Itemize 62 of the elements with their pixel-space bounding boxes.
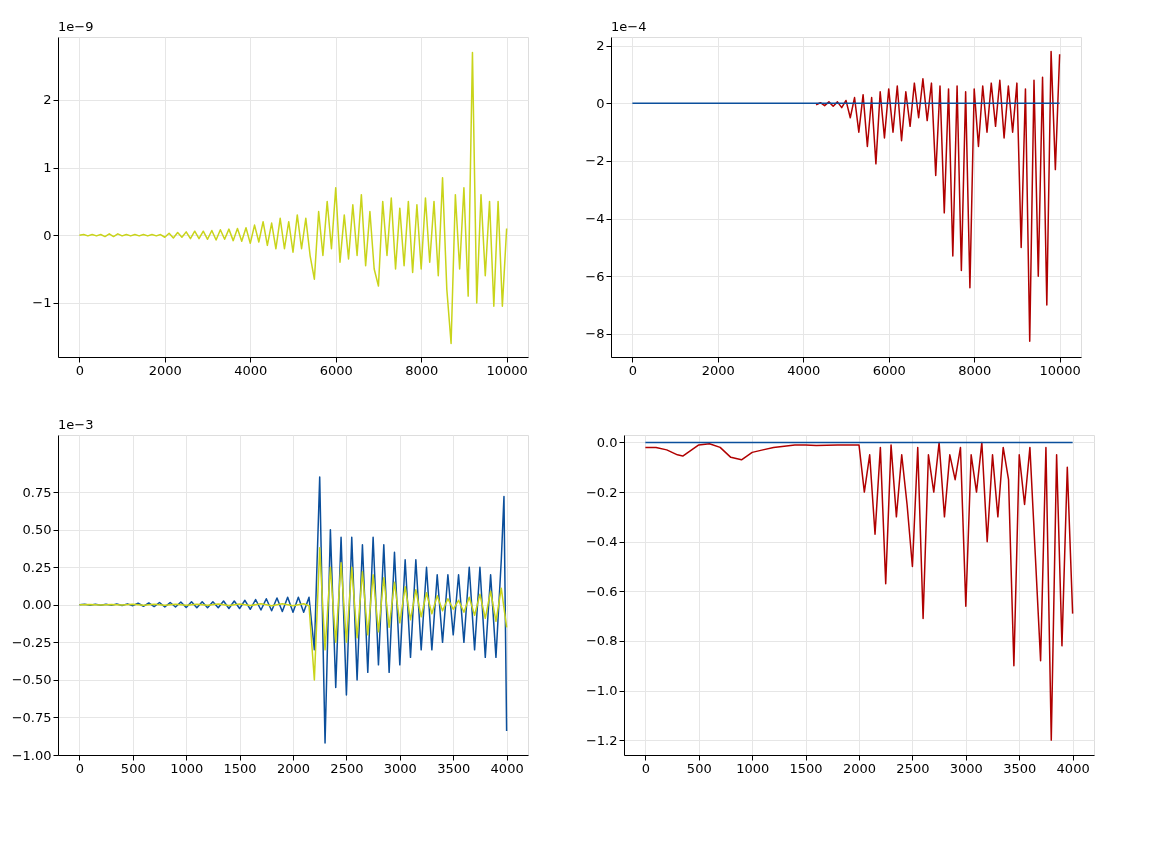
- x-tick-label: 3500: [1003, 760, 1037, 776]
- x-tick-label: 0: [75, 760, 84, 776]
- y-tick-label: −0.25: [11, 634, 52, 650]
- y-tick-label: −8: [585, 326, 605, 342]
- text: 1e−3: [58, 417, 94, 432]
- y-tick-label: −0.6: [585, 583, 618, 599]
- text: 1e−4: [611, 19, 647, 34]
- y-tick-label: −6: [585, 268, 605, 284]
- y-tick-label: 0.00: [22, 597, 52, 613]
- x-tick-label: 8000: [405, 362, 439, 378]
- x-tick-label: 2000: [701, 362, 735, 378]
- y-tick-label: 0.25: [22, 559, 52, 575]
- y-tick-label: −1.0: [585, 683, 618, 698]
- y-tick-label: −1.2: [585, 732, 618, 748]
- y-tick-label: −1: [32, 295, 52, 311]
- y-tick-label: −0.2: [585, 484, 618, 500]
- x-tick-label: 1000: [736, 760, 770, 776]
- y-tick-label: 0.50: [22, 522, 52, 538]
- x-tick-label: 500: [120, 760, 146, 776]
- x-tick-label: 4000: [234, 362, 268, 378]
- x-tick-label: 2500: [896, 760, 930, 776]
- x-tick-label: 8000: [958, 362, 992, 378]
- x-tick-label: 2000: [148, 362, 182, 378]
- y-tick-label: −2: [585, 153, 605, 169]
- y-tick-label: −0.8: [585, 633, 618, 649]
- x-tick-label: 10000: [1039, 362, 1081, 378]
- x-tick-label: 6000: [319, 362, 353, 378]
- x-tick-label: 4000: [490, 760, 524, 776]
- x-tick-label: 2500: [330, 760, 364, 776]
- y-tick-label: −0.50: [11, 672, 52, 688]
- y-tick-label: 2: [596, 38, 605, 54]
- y-tick-label: −0.4: [585, 534, 618, 550]
- line-series: [644, 441, 1074, 741]
- x-tick-label: 1000: [170, 760, 204, 776]
- x-tick-label: 2000: [842, 760, 877, 776]
- y-tick-label: −1.00: [11, 747, 52, 763]
- x-tick-label: 2000: [276, 760, 311, 776]
- x-tick-label: 3000: [383, 760, 417, 776]
- line-series: [78, 546, 508, 681]
- y-tick-label: 2: [43, 92, 52, 108]
- y-tick-label: 0.0: [596, 434, 618, 450]
- y-tick-label: 0.75: [22, 484, 52, 500]
- y-tick-label: 0: [43, 227, 52, 243]
- x-tick-label: 0: [75, 362, 84, 378]
- line-series: [78, 51, 508, 345]
- x-tick-label: 0: [641, 760, 650, 776]
- x-tick-label: 4000: [787, 362, 821, 378]
- x-tick-label: 1500: [223, 760, 257, 776]
- x-tick-label: 3000: [949, 760, 983, 776]
- x-tick-label: 1500: [789, 760, 823, 776]
- y-tick-label: 0: [596, 95, 605, 111]
- y-tick-label: 1: [43, 160, 52, 176]
- x-tick-label: 4000: [1056, 760, 1090, 776]
- x-tick-label: 10000: [486, 362, 528, 378]
- x-tick-label: 500: [686, 760, 712, 776]
- y-tick-label: −4: [585, 211, 605, 227]
- text: 1e−9: [58, 19, 94, 34]
- x-tick-label: 6000: [872, 362, 906, 378]
- line-series: [815, 50, 1061, 342]
- x-tick-label: 3500: [437, 760, 471, 776]
- y-tick-label: −0.75: [11, 709, 52, 725]
- x-tick-label: 0: [628, 362, 637, 378]
